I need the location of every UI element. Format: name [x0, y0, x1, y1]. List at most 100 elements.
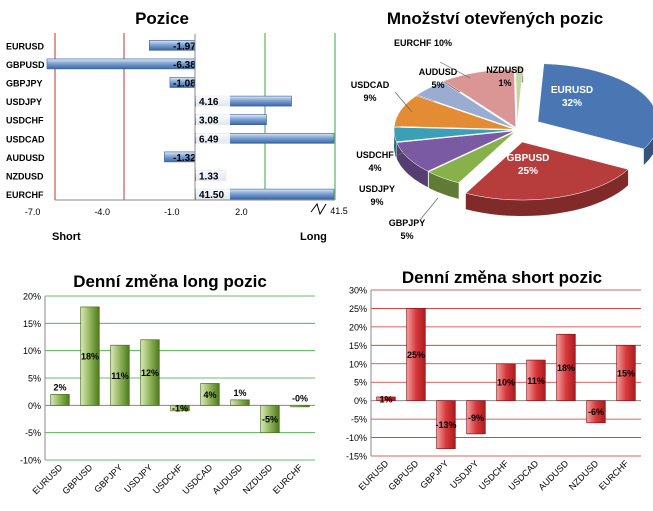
- positions-category-usdjpy: USDJPY: [6, 97, 42, 107]
- daily-long-ytick-5: -5%: [25, 428, 41, 438]
- positions-value-bg-usdcad: [196, 131, 230, 145]
- daily-long-title: Denní změna long pozic: [73, 272, 267, 291]
- daily-long-ytick-2: 10%: [23, 346, 41, 356]
- daily-long-xtick-eurchf: EURCHF: [271, 462, 305, 496]
- daily-long-bar-gbpusd: [80, 306, 100, 406]
- positions-x-axis: -7.0 -4.0 -1.0 2.0 41.5: [25, 34, 348, 217]
- positions-category-eurchf: EURCHF: [6, 190, 44, 200]
- daily-long-xtick-usdchf: USDCHF: [151, 462, 185, 496]
- daily-short-panel: Denní změna short pozic 30% 25% 20% 15% 10% 5…: [346, 268, 641, 492]
- daily-long-xtick-usdcad: USDCAD: [180, 462, 214, 496]
- positions-category-eurusd: EURUSD: [6, 41, 45, 51]
- daily-short-ytick-6: 0%: [354, 396, 367, 406]
- daily-short-xtick-gbpjpy: GBPJPY: [418, 458, 450, 490]
- pie-label-eurusd: EURUSD: [551, 85, 593, 96]
- positions-short-label: Short: [52, 231, 81, 243]
- daily-long-bar-eurusd: [50, 394, 70, 406]
- daily-short-value-nzdusd: -6%: [588, 407, 604, 417]
- daily-short-value-usdcad: 11%: [527, 376, 545, 386]
- pie-leader-usdcad: [394, 91, 413, 113]
- daily-short-xtick-eurusd: EURUSD: [356, 458, 390, 492]
- positions-value-bg-gbpusd: [196, 56, 230, 70]
- positions-title: Pozice: [135, 9, 189, 28]
- pie-side-gbpusd: [465, 169, 629, 216]
- pie-pct-usdcad: 9%: [363, 93, 376, 103]
- positions-tick-1: -4.0: [94, 207, 110, 217]
- pie-slice-audusd: [416, 81, 515, 129]
- daily-long-value-usdjpy: 12%: [141, 368, 159, 378]
- positions-tick-3: 2.0: [235, 207, 248, 217]
- daily-long-ytick-4: 0%: [28, 401, 41, 411]
- positions-tick-0: -7.0: [25, 207, 41, 217]
- positions-value-gbpusd: -6.38: [173, 60, 196, 71]
- daily-long-value-eurusd: 2%: [53, 382, 66, 392]
- positions-value-usdcad: 6.49: [199, 134, 219, 145]
- pie-pct-usdchf: 4%: [368, 163, 381, 173]
- pie-slice-gbpusd: [465, 141, 629, 201]
- pie-pct-gbpusd: 25%: [518, 166, 538, 177]
- daily-short-bar-nzdusd: [586, 400, 606, 424]
- daily-long-ytick-6: -10%: [20, 456, 41, 466]
- daily-long-bar-audusd: [230, 399, 250, 406]
- daily-short-ytick-3: 15%: [349, 341, 367, 351]
- daily-long-xtick-audusd: AUDUSD: [210, 462, 244, 496]
- daily-long-xtick-gbpusd: GBPUSD: [60, 462, 94, 496]
- pie-leader-eurchf: [439, 61, 471, 79]
- positions-value-bg-nzdusd: [196, 168, 230, 182]
- pie-label-gbpjpy: GBPJPY: [389, 218, 426, 228]
- daily-short-xtick-audusd: AUDUSD: [536, 458, 570, 492]
- positions-category-nzdusd: NZDUSD: [6, 172, 44, 182]
- daily-long-value-gbpusd: 18%: [81, 352, 99, 362]
- daily-short-bar-eurchf: [616, 344, 636, 402]
- pie-label-nzdusd: NZDUSD: [486, 65, 524, 75]
- pie-label-gbpusd: GBPUSD: [507, 153, 550, 164]
- daily-short-xtick-usdchf: USDCHF: [477, 458, 511, 492]
- daily-short-bar-gbpjpy: [436, 400, 456, 449]
- daily-short-value-eurchf: 15%: [617, 369, 635, 379]
- positions-category-usdchf: USDCHF: [6, 116, 44, 126]
- daily-short-chart: 30% 25% 20% 15% 10% 5% 0% -5% -10% -15% 1% EURUSD 25…: [346, 286, 641, 492]
- positions-tick-4: 41.5: [330, 206, 348, 216]
- pie-slice-eurusd: [537, 63, 653, 150]
- positions-value-usdjpy: 4.16: [199, 97, 219, 108]
- daily-long-value-usdcad: 4%: [203, 390, 216, 400]
- daily-long-bar-usdjpy: [140, 339, 160, 406]
- daily-long-value-nzdusd: -5%: [262, 415, 278, 425]
- daily-short-bar-usdjpy: [466, 400, 486, 435]
- positions-axis-break-mark: [310, 202, 327, 216]
- pie-pct-usdjpy: 9%: [370, 197, 383, 207]
- positions-value-bg-gbpjpy: [196, 75, 230, 89]
- daily-short-value-eurusd: 1%: [379, 394, 392, 404]
- pie-slice-usdcad: [394, 95, 515, 130]
- daily-short-ytick-8: -10%: [346, 433, 367, 443]
- daily-short-value-gbpusd: 25%: [407, 350, 425, 360]
- daily-long-xtick-eurusd: EURUSD: [30, 462, 64, 496]
- daily-short-value-usdjpy: -9%: [468, 413, 484, 423]
- positions-value-eurchf: 41.50: [199, 190, 224, 201]
- pie-label-usdcad: USDCAD: [351, 80, 390, 90]
- open-positions-title: Množství otevřených pozic: [387, 9, 603, 28]
- daily-long-bar-usdchf: [170, 404, 190, 412]
- pie-label-eurchf: EURCHF 10%: [394, 38, 452, 48]
- positions-category-gbpjpy: GBPJPY: [6, 79, 43, 89]
- daily-short-ytick-2: 20%: [349, 322, 367, 332]
- pie-slice-usdjpy: [396, 130, 515, 172]
- daily-short-bar-usdcad: [526, 359, 546, 402]
- daily-short-value-gbpjpy: -13%: [435, 420, 456, 430]
- pie-pct-audusd: 5%: [431, 80, 444, 90]
- daily-short-ytick-1: 25%: [349, 304, 367, 314]
- pie-side-usdjpy: [396, 142, 428, 188]
- daily-short-ytick-5: 5%: [354, 378, 367, 388]
- pie-pct-eurusd: 32%: [562, 98, 582, 109]
- pie-pct-gbpjpy: 5%: [400, 231, 413, 241]
- positions-value-eurusd: -1.97: [173, 41, 196, 52]
- open-positions-panel: Množství otevřených pozic EURUSD 32% GBPUS…: [351, 9, 653, 241]
- positions-value-bg-eurchf: [196, 187, 230, 201]
- daily-short-bar-gbpusd: [406, 308, 426, 402]
- positions-panel: Pozice EURUSD -1.97 GBPUSD -6.38 GBPJPY -1.08…: [6, 9, 348, 243]
- daily-short-xtick-eurchf: EURCHF: [597, 458, 631, 492]
- pie-pct-nzdusd: 1%: [498, 78, 511, 88]
- pie-slice-nzdusd: [515, 66, 524, 125]
- daily-short-value-usdchf: 10%: [497, 378, 515, 388]
